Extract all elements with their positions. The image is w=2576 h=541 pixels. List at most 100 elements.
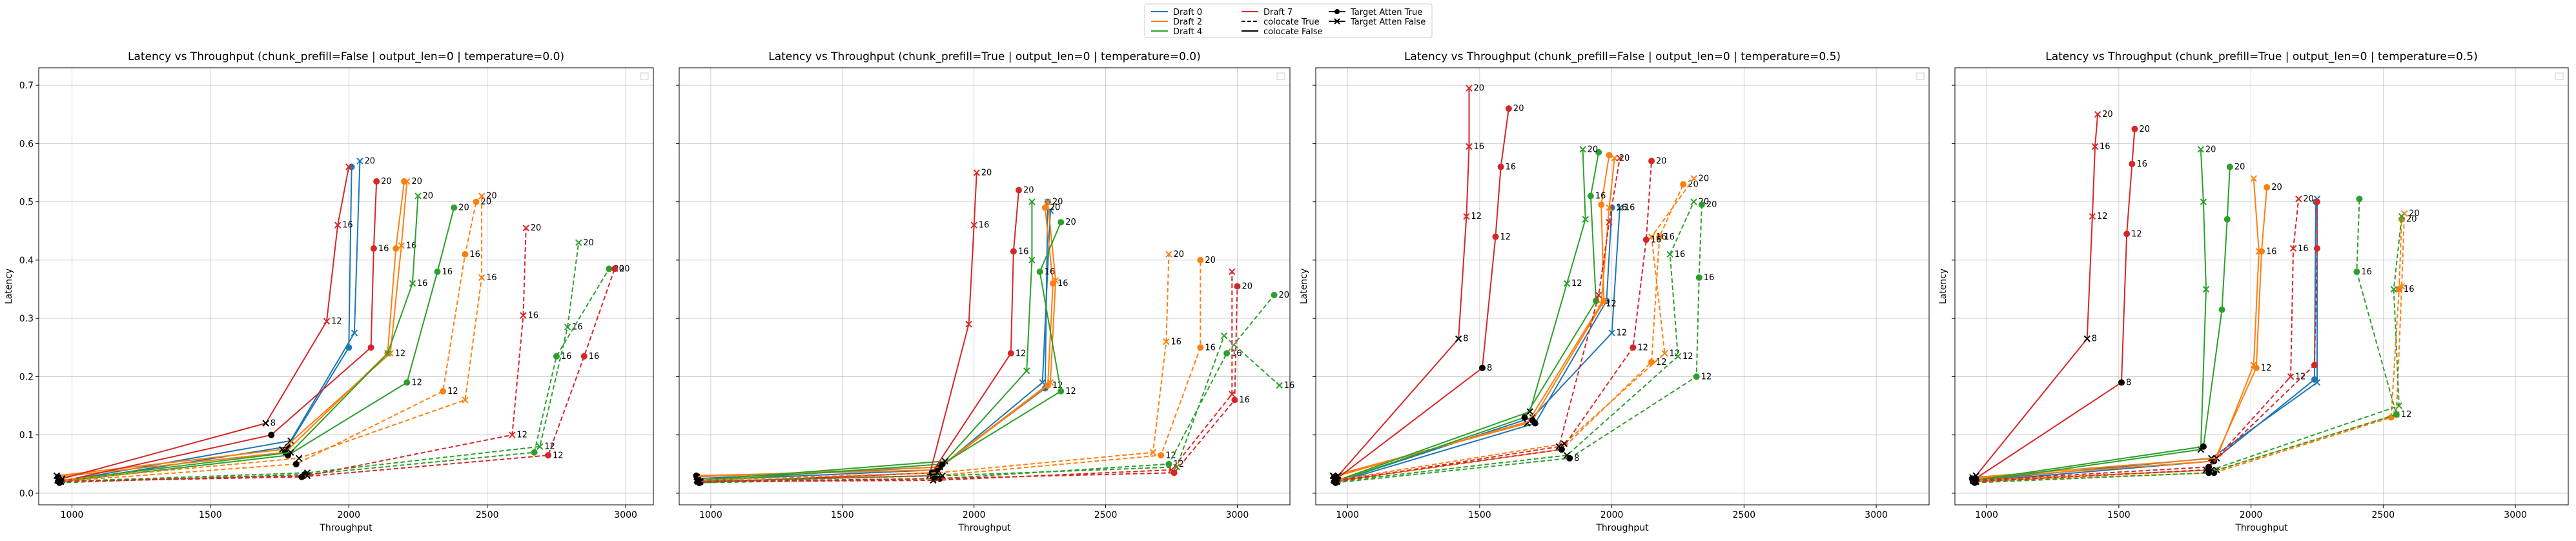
data-point bbox=[1595, 291, 1602, 299]
data-label: 20 bbox=[2406, 215, 2417, 225]
data-point bbox=[1197, 344, 1204, 351]
data-label: 8 bbox=[1574, 454, 1579, 464]
data-point bbox=[1505, 105, 1512, 112]
series-line-draft-7 bbox=[1975, 114, 2099, 476]
data-point bbox=[373, 178, 380, 185]
y-tick-label: 0.2 bbox=[19, 372, 34, 382]
data-label: 20 bbox=[619, 264, 630, 274]
data-label: 20 bbox=[531, 223, 542, 233]
data-label: 20 bbox=[1065, 218, 1076, 227]
data-label: 12 bbox=[1617, 329, 1628, 338]
data-point bbox=[1606, 152, 1613, 159]
data-point bbox=[1680, 181, 1687, 188]
series-line-draft-7 bbox=[699, 190, 1020, 484]
legend-marker bbox=[1334, 9, 1340, 14]
data-label: 16 bbox=[1651, 235, 1662, 245]
data-point bbox=[1028, 198, 1036, 205]
chart-title: Latency vs Throughput (chunk_prefill=Tru… bbox=[768, 50, 1201, 63]
series-line-draft-4 bbox=[1336, 201, 1695, 482]
data-label: 16 bbox=[378, 244, 389, 254]
data-point bbox=[1058, 219, 1065, 226]
legend-label: Draft 0 bbox=[1173, 8, 1202, 17]
series-line-draft-2 bbox=[696, 207, 1054, 476]
data-point bbox=[580, 352, 588, 360]
data-label: 16 bbox=[1239, 396, 1250, 405]
data-label: 20 bbox=[1699, 174, 1710, 184]
x-tick-label: 3000 bbox=[1226, 510, 1249, 520]
data-label: 20 bbox=[2234, 162, 2245, 172]
data-label: 12 bbox=[1656, 358, 1667, 367]
data-point bbox=[1558, 446, 1565, 453]
legend-label: Target Atten False bbox=[1350, 17, 1426, 27]
chart-panel-4: 1000 1500 2000 2500 300012162020208121620812… bbox=[1938, 50, 2569, 533]
data-label: 20 bbox=[422, 192, 433, 201]
data-point bbox=[564, 323, 571, 331]
data-point bbox=[2395, 402, 2403, 409]
data-point bbox=[606, 265, 613, 272]
data-point bbox=[1611, 154, 1618, 162]
series-line-draft-2 bbox=[57, 196, 483, 482]
data-label: 16 bbox=[1506, 162, 1517, 172]
data-point bbox=[1231, 396, 1238, 403]
data-point bbox=[2197, 146, 2205, 153]
data-point bbox=[1972, 477, 1979, 484]
data-point bbox=[1333, 477, 1340, 484]
series-line-draft-7 bbox=[1976, 198, 2300, 482]
data-point bbox=[536, 443, 544, 450]
data-point bbox=[345, 344, 353, 351]
data-point bbox=[2255, 248, 2263, 255]
x-axis-label: Throughput bbox=[2234, 523, 2288, 533]
data-label: 12 bbox=[411, 378, 422, 387]
x-tick-label: 1500 bbox=[1468, 510, 1491, 520]
series-line-draft-4 bbox=[699, 221, 1062, 482]
data-point bbox=[970, 221, 977, 229]
data-label: 20 bbox=[1588, 145, 1599, 154]
series-line-draft-4 bbox=[1974, 199, 2398, 484]
axes-frame bbox=[1315, 67, 1930, 505]
data-point bbox=[1648, 358, 1655, 365]
data-point bbox=[1010, 248, 1017, 255]
data-point bbox=[2311, 362, 2318, 369]
legend-label: colocate True bbox=[1263, 17, 1320, 27]
data-label: 20 bbox=[1205, 256, 1216, 265]
data-label: 20 bbox=[1656, 156, 1667, 166]
data-label: 16 bbox=[342, 221, 353, 230]
data-point bbox=[1587, 192, 1594, 199]
data-point bbox=[462, 396, 469, 403]
data-point bbox=[414, 192, 422, 199]
data-point bbox=[440, 387, 447, 394]
data-label: 20 bbox=[2303, 194, 2314, 204]
data-point bbox=[370, 245, 377, 252]
series-line-draft-2 bbox=[1972, 213, 2406, 482]
data-point bbox=[1616, 204, 1624, 211]
data-point bbox=[1648, 233, 1655, 240]
chart-title: Latency vs Throughput (chunk_prefill=Tru… bbox=[2045, 50, 2478, 63]
data-point bbox=[478, 274, 486, 281]
data-label: 16 bbox=[1474, 142, 1485, 152]
series-line-draft-0 bbox=[1973, 199, 2318, 482]
series-line-draft-2 bbox=[697, 254, 1170, 482]
axes-frame bbox=[38, 67, 654, 505]
x-tick-label: 1000 bbox=[61, 510, 84, 520]
data-point bbox=[1047, 379, 1054, 386]
x-tick-label: 2500 bbox=[1733, 510, 1756, 520]
data-point bbox=[941, 458, 949, 465]
data-point bbox=[1656, 233, 1663, 240]
data-label: 12 bbox=[516, 431, 527, 440]
y-axis-label: Latency bbox=[1938, 269, 1948, 304]
data-point bbox=[451, 204, 458, 211]
data-label: 12 bbox=[1065, 387, 1076, 396]
data-point bbox=[462, 250, 469, 258]
data-point bbox=[1582, 216, 1589, 223]
data-point bbox=[1041, 204, 1048, 211]
data-label: 20 bbox=[1513, 104, 1524, 114]
data-point bbox=[2123, 230, 2131, 238]
legend-label: Draft 7 bbox=[1263, 8, 1293, 17]
data-point bbox=[1028, 256, 1036, 264]
data-point bbox=[1690, 198, 1697, 205]
data-label: 12 bbox=[2131, 229, 2142, 239]
legend-label: Target Atten True bbox=[1350, 8, 1422, 17]
data-point bbox=[1229, 268, 1236, 276]
data-label: 12 bbox=[1165, 451, 1176, 460]
data-point bbox=[2313, 245, 2320, 252]
